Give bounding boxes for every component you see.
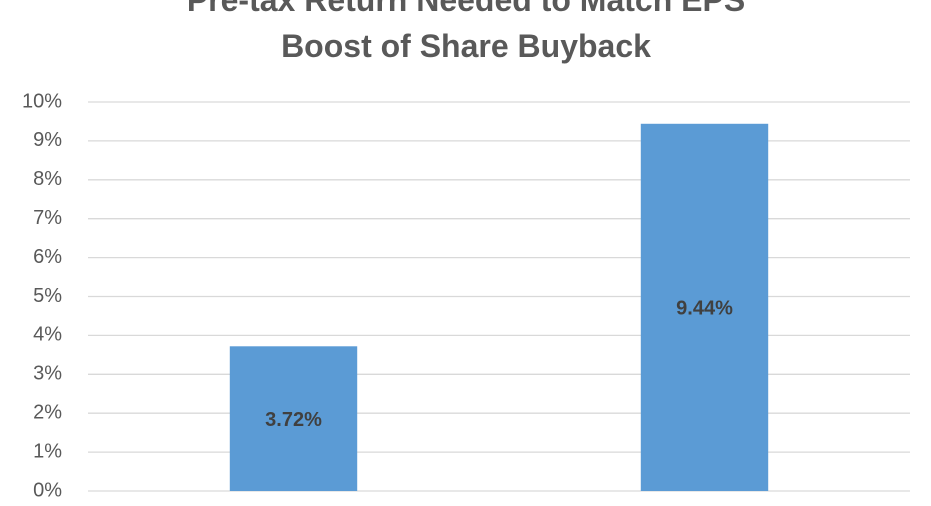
y-tick-label: 3%	[33, 363, 62, 385]
y-tick-label: 0%	[33, 479, 62, 501]
data-label: 9.44%	[676, 298, 733, 320]
y-tick-label: 9%	[33, 129, 62, 151]
y-tick-label: 2%	[33, 401, 62, 423]
y-tick-label: 7%	[33, 207, 62, 229]
chart-title: Pre-tax Return Needed to Match EPS Boost…	[186, 0, 746, 64]
y-tick-label: 1%	[33, 440, 62, 462]
y-tick-label: 5%	[33, 285, 62, 307]
y-tick-label: 4%	[33, 324, 62, 346]
bar	[640, 123, 769, 491]
data-label: 3.72%	[265, 409, 322, 431]
y-tick-label: 8%	[33, 168, 62, 190]
bar	[229, 346, 358, 491]
y-tick-label: 10%	[22, 90, 62, 112]
y-tick-label: 6%	[33, 246, 62, 268]
